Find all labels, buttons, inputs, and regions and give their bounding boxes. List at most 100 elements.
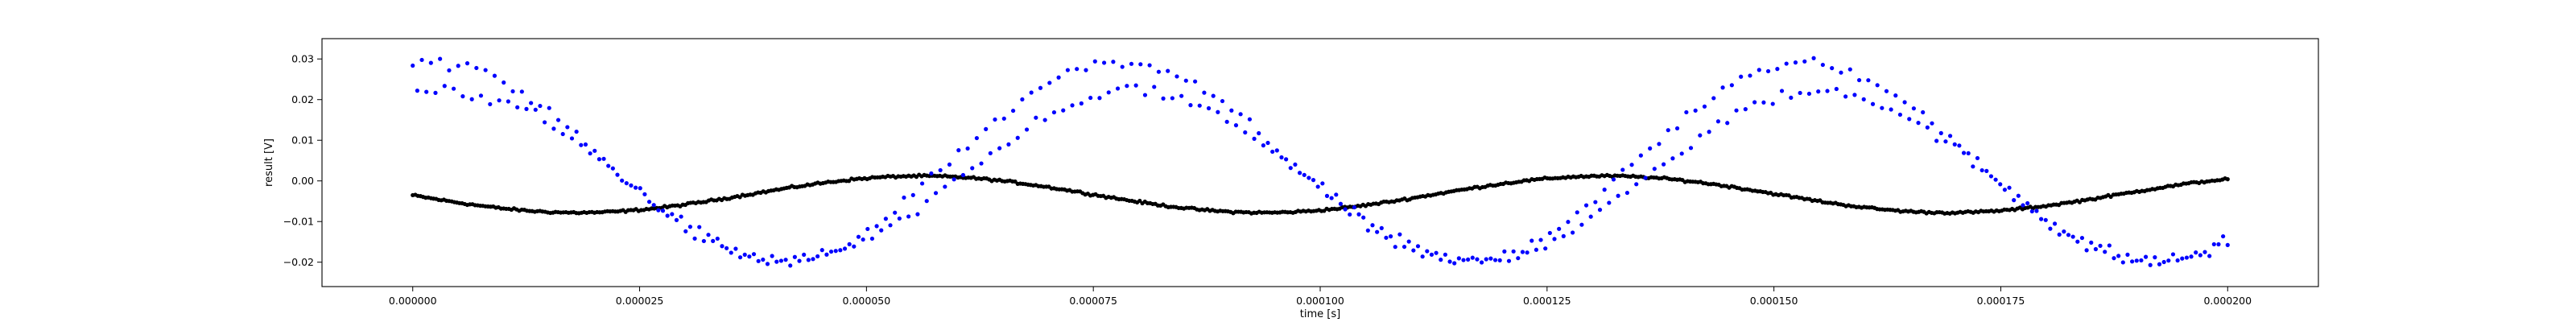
data-point-blue [1034,115,1038,120]
data-point-blue [1056,75,1061,80]
data-point-blue [1084,68,1088,72]
data-point-blue [2139,258,2144,263]
data-point-blue [1302,172,1307,177]
data-point-blue [2166,258,2171,263]
data-point-blue [1415,244,1421,249]
data-point-blue [506,99,510,104]
data-point-blue [2130,259,2135,264]
data-point-blue [519,89,524,94]
data-point-blue [1311,178,1316,183]
data-point-blue [1907,117,1912,122]
data-point-blue [2098,243,2103,248]
data-point-blue [1161,96,1166,101]
data-point-blue [742,252,747,257]
y-tick-label: 0.01 [291,134,314,147]
data-point-blue [1138,62,1143,67]
data-point-blue [1816,89,1821,94]
data-point-blue [665,213,670,218]
data-point-blue [974,135,979,141]
data-point-blue [1516,256,1521,261]
data-point-blue [1930,121,1934,126]
data-point-blue [1607,200,1612,205]
data-point-blue [1370,223,1375,228]
data-point-blue [464,61,470,66]
data-point-blue [988,151,993,155]
data-point-blue [679,214,683,219]
data-point-blue [979,161,984,166]
data-point-blue [2066,233,2071,237]
data-point-blue [2148,262,2153,267]
data-point-blue [1120,64,1125,69]
data-point-blue [1552,237,1557,242]
data-point-blue [1998,182,2003,187]
data-point-blue [620,178,625,183]
data-point-blue [1183,78,1188,83]
data-point-blue [646,200,652,204]
x-axis-ticks: 0.000000 0.000025 0.000050 0.000075 0.000100… [389,287,2252,307]
data-point-blue [1020,97,1025,102]
data-point-blue [1439,258,1443,262]
data-point-blue [1593,200,1598,204]
data-point-blue [1884,89,1889,93]
data-point-blue [1897,112,1903,118]
data-point-blue [906,214,911,219]
data-point-blue [1411,248,1416,253]
data-point-blue [583,142,588,147]
data-point-blue [833,249,838,254]
data-point-blue [902,195,906,200]
data-point-blue [1789,95,1794,100]
data-point-blue [1707,130,1711,134]
data-point-blue [1274,148,1279,153]
data-point-blue [1211,93,1216,98]
data-point-blue [701,238,706,244]
data-point-blue [1666,128,1670,133]
data-point-blue [1010,108,1016,114]
data-point-blue [1652,167,1657,171]
data-point-blue [2170,252,2176,257]
data-point-blue [610,166,615,171]
data-point-blue [497,98,502,103]
data-point-blue [2225,242,2230,247]
data-point-blue [638,186,642,191]
data-point-blue [847,242,852,246]
data-point-blue [1984,168,1989,173]
data-point-blue [1115,86,1121,91]
x-tick-label: 0.000175 [1977,295,2025,307]
data-point-blue [1961,151,1967,155]
data-point-blue [970,166,975,171]
data-point-blue [929,171,934,176]
data-point-blue [538,103,543,109]
data-point-blue [893,210,898,215]
data-point-blue [1088,95,1093,101]
data-point-blue [1748,73,1752,78]
data-point-blue [706,233,711,237]
data-point-blue [1092,59,1097,64]
data-point-blue [1288,166,1293,171]
data-point-blue [670,212,675,217]
data-point-blue [1798,90,1802,96]
data-point-blue [1583,203,1589,208]
data-point-blue [824,252,829,257]
data-point-blue [483,68,488,72]
data-point-blue [2189,254,2194,259]
data-point-blue [828,249,834,254]
data-point-blue [1861,97,1866,101]
y-tick-label: 0.03 [291,53,314,65]
data-point-blue [1938,130,1943,135]
data-point-blue [1988,174,1994,179]
data-point-blue [1925,125,1930,130]
data-point-blue [819,248,824,253]
data-point-blue [1957,143,1962,148]
data-point-blue [2034,208,2039,213]
data-point-blue [1492,258,1498,262]
y-tick-label: 0.00 [291,175,314,187]
data-point-blue [1674,126,1680,131]
data-point-blue [428,60,433,65]
data-point-blue [1720,85,1725,90]
data-point-blue [2070,234,2075,239]
data-point-blue [1662,162,1666,167]
data-point-blue [569,136,575,141]
x-tick-label: 0.000000 [389,295,437,307]
data-point-blue [1511,249,1516,254]
data-point-blue [1571,230,1575,235]
